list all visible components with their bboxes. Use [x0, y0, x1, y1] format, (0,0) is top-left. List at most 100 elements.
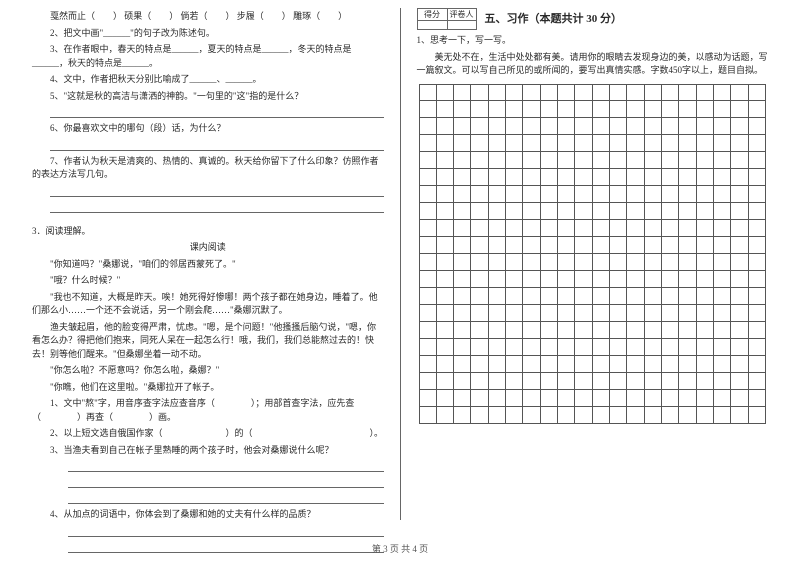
grid-cell — [661, 270, 679, 288]
grid-cell — [470, 117, 488, 135]
grid-cell — [730, 151, 748, 169]
grid-cell — [609, 389, 627, 407]
score-cell: 得分 — [417, 8, 447, 30]
grid-cell — [470, 84, 488, 101]
grid-row — [419, 271, 767, 288]
grid-cell — [574, 151, 592, 169]
grid-cell — [453, 372, 471, 390]
grid-cell — [713, 202, 731, 220]
grid-cell — [522, 236, 540, 254]
grid-cell — [557, 321, 575, 339]
grid-cell — [730, 406, 748, 424]
grid-cell — [696, 321, 714, 339]
grid-cell — [644, 117, 662, 135]
grid-cell — [470, 270, 488, 288]
grid-cell — [661, 100, 679, 118]
answer-blank — [68, 525, 384, 537]
right-column: 得分 评卷人 五、习作（本题共计 30 分） 1、思考一下，写一写。 美无处不在… — [405, 8, 781, 520]
grid-cell — [436, 84, 454, 101]
grid-cell — [696, 389, 714, 407]
grid-cell — [609, 270, 627, 288]
grid-cell — [488, 168, 506, 186]
grid-cell — [696, 117, 714, 135]
grid-cell — [609, 84, 627, 101]
grid-cell — [557, 304, 575, 322]
grid-cell — [419, 202, 437, 220]
page-footer: 第 3 页 共 4 页 — [0, 542, 800, 555]
grid-cell — [453, 406, 471, 424]
grid-cell — [713, 253, 731, 271]
grid-cell — [609, 406, 627, 424]
grid-cell — [730, 338, 748, 356]
grid-cell — [678, 304, 696, 322]
grid-cell — [644, 338, 662, 356]
grid-cell — [696, 287, 714, 305]
grid-cell — [522, 84, 540, 101]
grid-cell — [574, 185, 592, 203]
grid-cell — [505, 389, 523, 407]
grid-cell — [678, 219, 696, 237]
grid-cell — [419, 219, 437, 237]
grid-cell — [713, 100, 731, 118]
grid-cell — [661, 304, 679, 322]
grid-cell — [609, 304, 627, 322]
grid-cell — [696, 270, 714, 288]
grid-cell — [488, 236, 506, 254]
grid-cell — [748, 185, 766, 203]
grid-cell — [592, 253, 610, 271]
grid-cell — [644, 134, 662, 152]
grid-cell — [453, 168, 471, 186]
grid-cell — [730, 168, 748, 186]
grid-cell — [470, 372, 488, 390]
grid-cell — [557, 185, 575, 203]
grid-cell — [453, 134, 471, 152]
grid-cell — [505, 151, 523, 169]
grid-cell — [419, 270, 437, 288]
grid-cell — [488, 100, 506, 118]
grid-cell — [661, 253, 679, 271]
grid-cell — [730, 100, 748, 118]
grid-cell — [748, 321, 766, 339]
grid-cell — [453, 84, 471, 101]
grid-cell — [522, 338, 540, 356]
comp-q3: 3、当渔夫看到自己在帐子里熟睡的两个孩子时，他会对桑娜说什么呢？ — [32, 444, 384, 458]
grid-cell — [522, 185, 540, 203]
grid-cell — [592, 185, 610, 203]
grid-cell — [592, 168, 610, 186]
word-list: 戛然而止（ ） 硕果（ ） 倘若（ ） 步履（ ） 雕琢（ ） — [32, 10, 384, 24]
grid-cell — [748, 389, 766, 407]
passage-line: 渔夫皱起眉，他的脸变得严肃，忧虑。"嗯，是个问题！"他搔搔后脑勺说，"嗯，你看怎… — [32, 321, 384, 362]
grid-cell — [609, 134, 627, 152]
grid-cell — [713, 168, 731, 186]
grid-cell — [609, 287, 627, 305]
grid-cell — [730, 185, 748, 203]
grid-cell — [626, 355, 644, 373]
grid-cell — [540, 185, 558, 203]
grid-cell — [470, 236, 488, 254]
section-3-header: 3．阅读理解。 — [32, 225, 384, 239]
grid-cell — [488, 355, 506, 373]
grid-cell — [557, 236, 575, 254]
grid-cell — [505, 287, 523, 305]
grid-cell — [419, 253, 437, 271]
question-7: 7、作者认为秋天是清爽的、热情的、真诚的。秋天给你留下了什么印象？仿照作者的表达… — [32, 155, 384, 182]
grid-cell — [626, 406, 644, 424]
passage-line: "你知道吗？"桑娜说，"咱们的邻居西蒙死了。" — [32, 258, 384, 272]
grid-cell — [644, 202, 662, 220]
grid-cell — [540, 151, 558, 169]
grid-cell — [609, 372, 627, 390]
grid-cell — [470, 321, 488, 339]
grid-cell — [557, 219, 575, 237]
grid-cell — [626, 185, 644, 203]
word-item: 步履（ ） — [237, 11, 291, 21]
grid-cell — [661, 185, 679, 203]
grid-cell — [436, 338, 454, 356]
grid-cell — [522, 202, 540, 220]
grid-cell — [574, 287, 592, 305]
grid-cell — [540, 84, 558, 101]
grid-cell — [678, 236, 696, 254]
comp-q2: 2、以上短文选自俄国作家（ ）的（ ）。 — [32, 427, 384, 441]
grid-cell — [626, 202, 644, 220]
comp-q1: 1、文中"熬"字，用音序查字法应查音序（ ）；用部首查字法，应先查（ ）再查（ … — [32, 397, 384, 424]
grid-cell — [540, 321, 558, 339]
